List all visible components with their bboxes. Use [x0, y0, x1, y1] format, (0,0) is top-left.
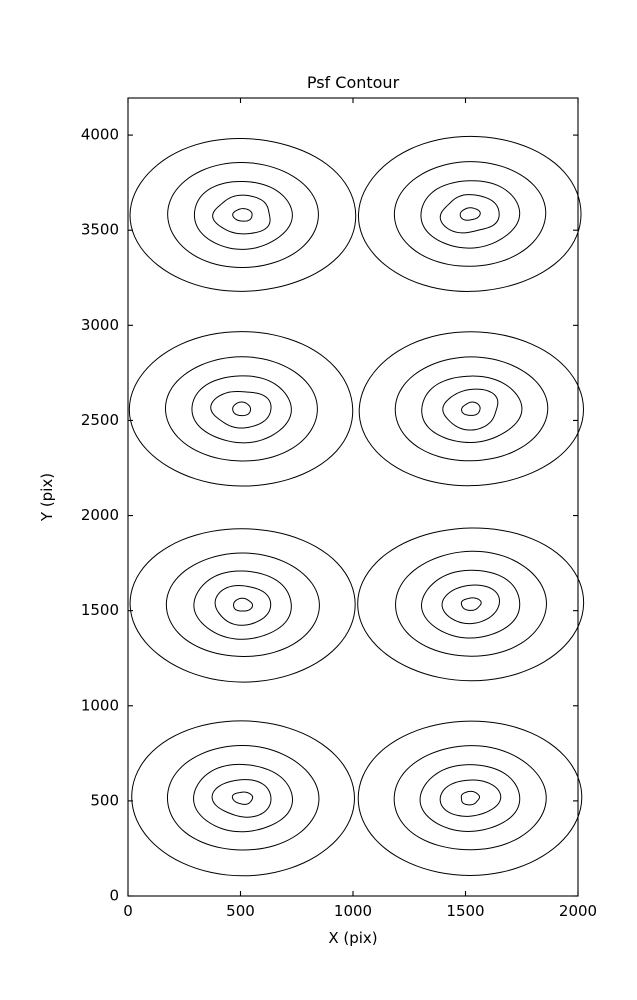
contour-level-2: [420, 180, 521, 249]
x-axis-label: X (pix): [328, 929, 377, 947]
contour-level-0: [129, 137, 357, 292]
contour-level-1: [393, 161, 547, 267]
contour-level-1: [166, 744, 320, 851]
y-tick-label: 2500: [81, 411, 119, 429]
contour-level-0: [357, 720, 583, 876]
contour-level-3: [212, 194, 271, 235]
contour-level-2: [421, 375, 523, 443]
contour-level-2: [421, 569, 521, 639]
y-tick-label: 0: [109, 887, 119, 905]
contour-peak: [357, 720, 583, 876]
x-tick-label: 0: [123, 902, 133, 920]
contour-peak: [129, 137, 357, 292]
contour-level-1: [164, 356, 318, 462]
y-tick-label: 500: [90, 791, 119, 809]
contour-level-4: [461, 401, 481, 416]
contour-level-0: [128, 331, 354, 487]
y-tick-label: 3000: [81, 316, 119, 334]
contour-level-4: [232, 401, 252, 417]
contour-level-1: [393, 745, 547, 851]
contour-level-3: [214, 585, 272, 626]
contour-level-0: [357, 527, 585, 682]
y-tick-label: 1000: [81, 696, 119, 714]
contour-level-2: [193, 180, 293, 250]
contour-level-4: [459, 207, 481, 221]
contour-peak: [357, 527, 585, 682]
y-tick-label: 4000: [81, 126, 119, 144]
contour-level-0: [357, 135, 582, 292]
y-axis-ticks: 0 500 1000 1500 2000 2500 3000 3500 4000: [81, 126, 578, 905]
y-axis-label: Y (pix): [38, 473, 56, 522]
contour-level-4: [232, 208, 253, 222]
contour-level-4: [460, 790, 481, 806]
contour-peak: [357, 135, 582, 292]
x-axis-ticks: 0 500 1000 1500 2000: [123, 98, 597, 920]
contour-peak: [129, 528, 356, 683]
contour-level-2: [191, 375, 292, 444]
contour-level-1: [395, 550, 547, 657]
contour-level-3: [210, 390, 272, 429]
page-title: Psf Contour: [307, 73, 400, 92]
y-tick-label: 3500: [81, 221, 119, 239]
y-tick-label: 1500: [81, 601, 119, 619]
contour-level-3: [439, 779, 502, 817]
y-tick-label: 2000: [81, 506, 119, 524]
x-tick-label: 1000: [334, 902, 372, 920]
contour-level-0: [129, 528, 356, 683]
contour-level-0: [358, 331, 584, 487]
contour-level-3: [211, 779, 272, 818]
contour-level-2: [419, 764, 521, 832]
contour-peak: [131, 720, 355, 877]
contour-level-4: [231, 791, 254, 805]
contour-peak: [128, 331, 354, 487]
contour-peak: [358, 331, 584, 487]
contour-level-0: [131, 720, 355, 877]
x-tick-label: 1500: [446, 902, 484, 920]
contour-level-3: [439, 194, 500, 234]
contour-level-3: [442, 388, 499, 431]
x-tick-label: 500: [226, 902, 255, 920]
contour-level-2: [193, 763, 293, 833]
contour-level-3: [441, 584, 500, 625]
contour-series: [128, 135, 585, 877]
contour-level-2: [193, 570, 292, 640]
contour-level-1: [165, 552, 320, 657]
contour-level-1: [394, 356, 549, 462]
contour-level-1: [167, 161, 319, 269]
x-tick-label: 2000: [559, 902, 597, 920]
contour-level-4: [460, 597, 482, 611]
plot-background: [128, 98, 578, 896]
contour-level-4: [233, 597, 254, 612]
